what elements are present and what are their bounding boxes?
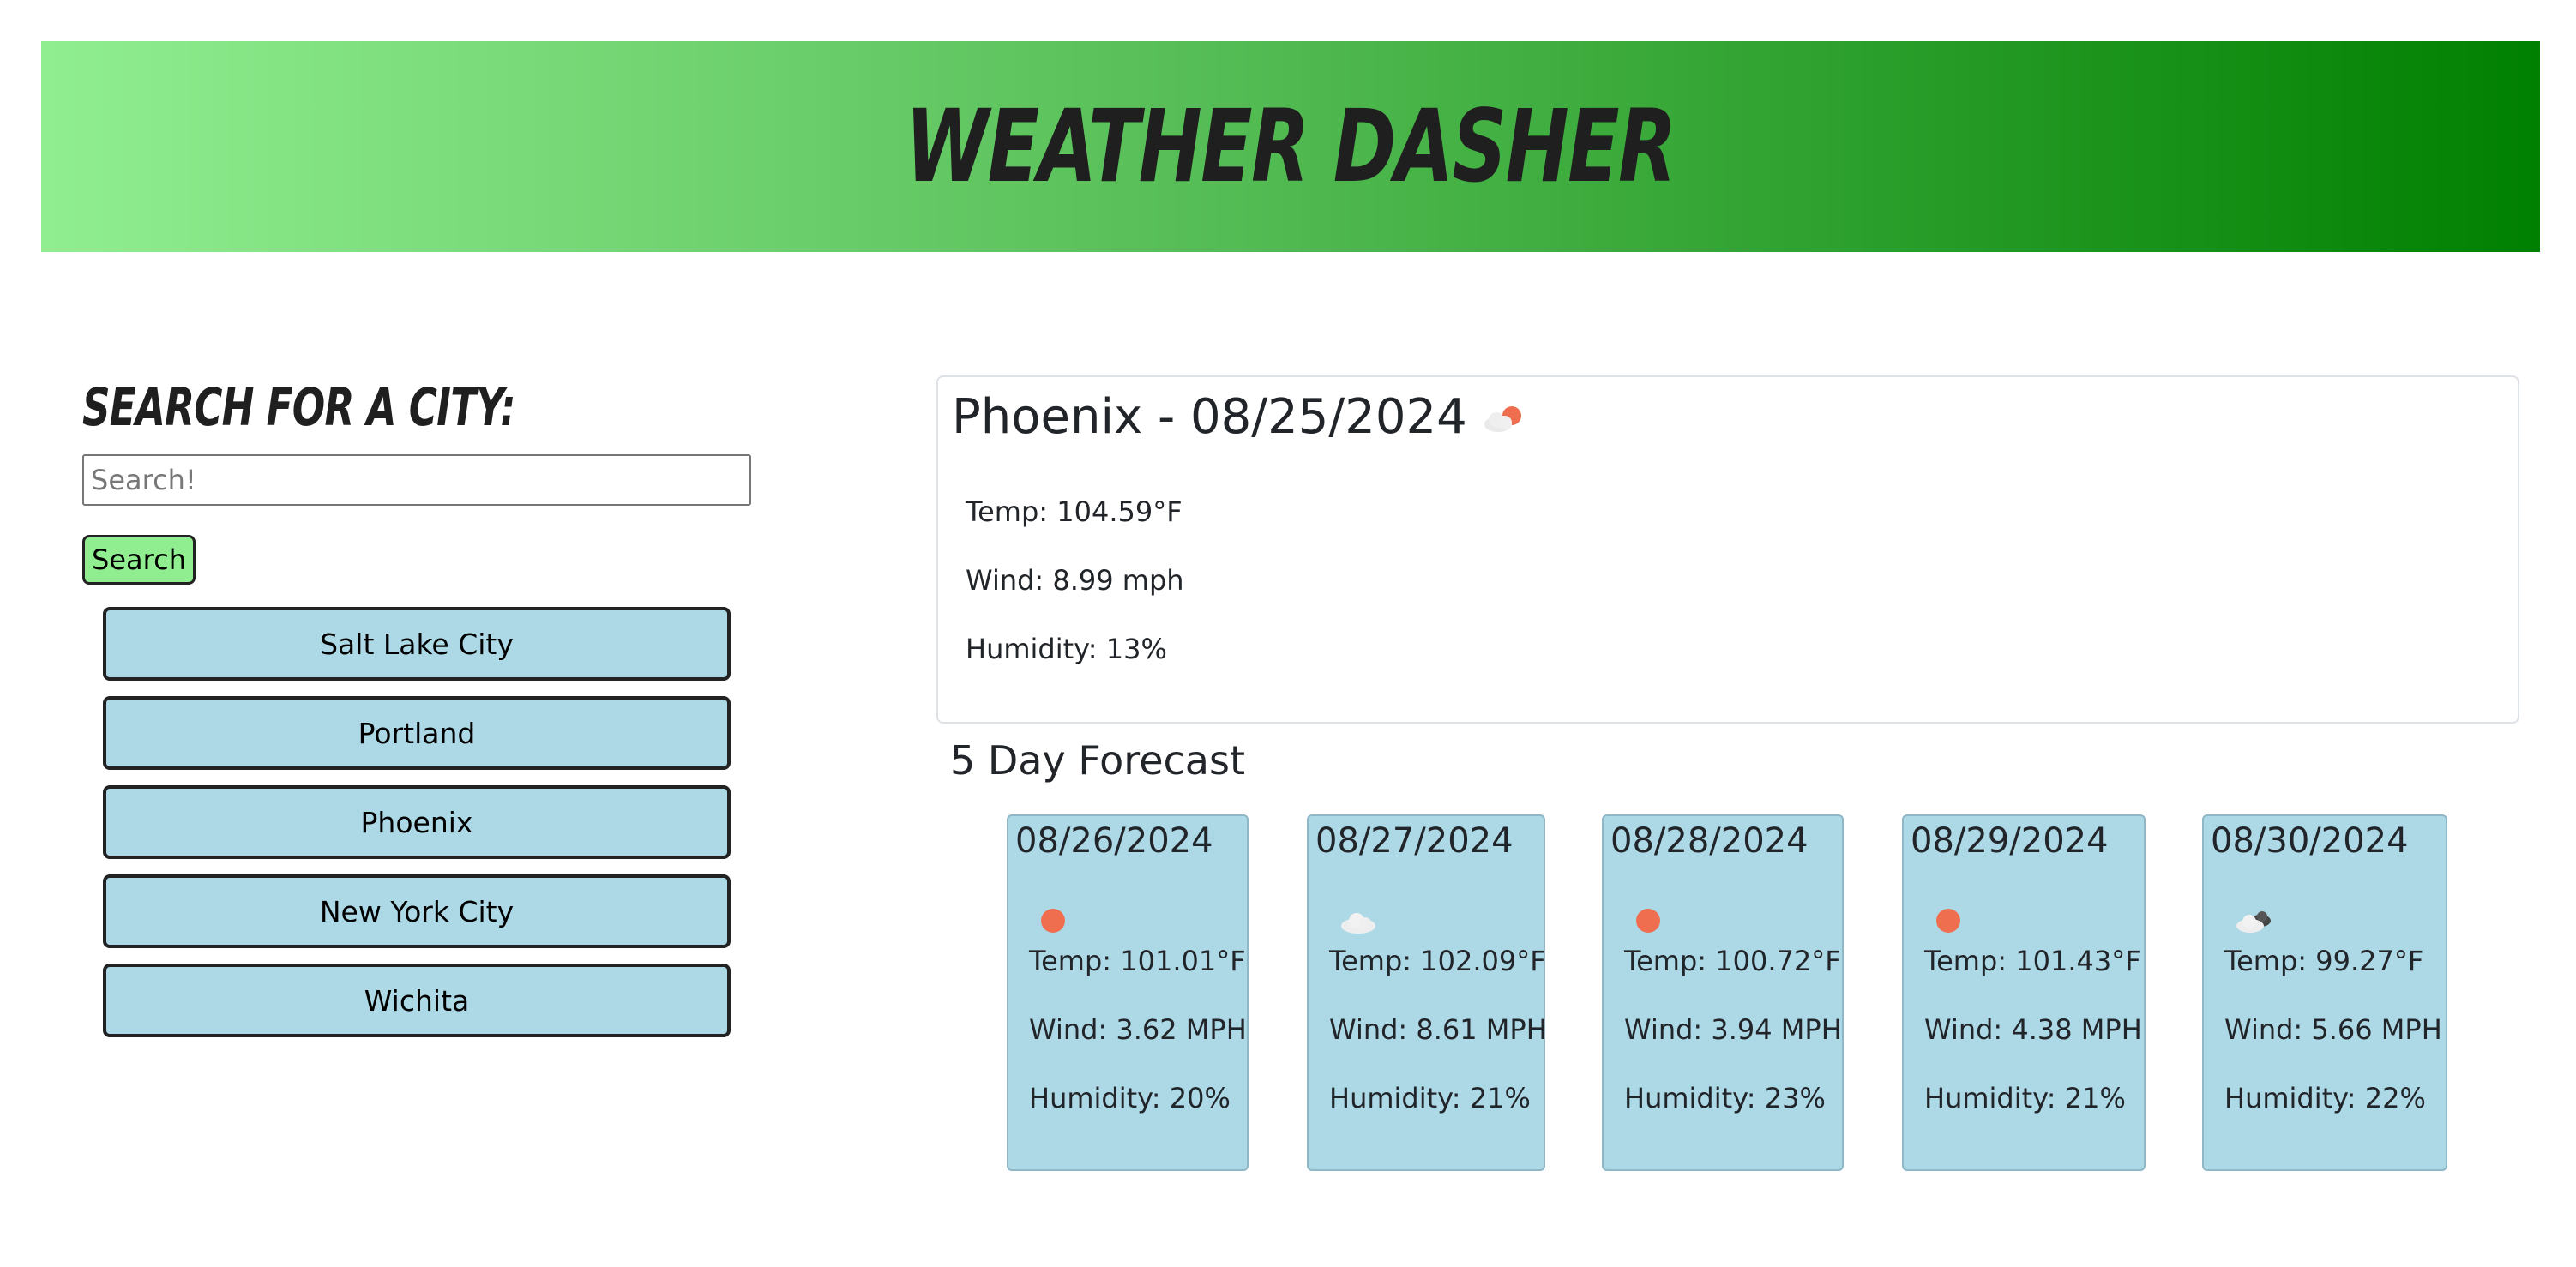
sun-icon: [1039, 905, 1082, 936]
forecast-humidity: Humidity: 21%: [1329, 1082, 1531, 1114]
search-heading: Search for a City:: [82, 376, 515, 438]
search-button[interactable]: Search: [82, 535, 196, 585]
current-weather-title: Phoenix - 08/25/2024: [952, 389, 1531, 445]
forecast-temp: Temp: 100.72°F: [1624, 945, 1841, 977]
forecast-card: 08/30/2024 Temp: 99.27°F Wind: 5.66 MPH …: [2202, 814, 2447, 1171]
app-title: Weather Dasher: [906, 88, 1677, 205]
current-wind: Wind: 8.99 mph: [966, 564, 1184, 597]
app-header: Weather Dasher: [41, 41, 2540, 252]
forecast-humidity: Humidity: 21%: [1924, 1082, 2126, 1114]
forecast-humidity: Humidity: 20%: [1029, 1082, 1231, 1114]
search-history: Salt Lake City Portland Phoenix New York…: [103, 607, 731, 1037]
forecast-temp: Temp: 99.27°F: [2224, 945, 2424, 977]
search-sidebar: Search for a City: Search Salt Lake City…: [82, 376, 751, 1053]
forecast-temp: Temp: 101.43°F: [1924, 945, 2141, 977]
forecast-humidity: Humidity: 22%: [2224, 1082, 2426, 1114]
history-button-salt-lake-city[interactable]: Salt Lake City: [103, 607, 731, 681]
forecast-temp: Temp: 102.09°F: [1329, 945, 1546, 977]
few-clouds-sun-icon: [1479, 396, 1531, 439]
forecast-date: 08/29/2024: [1911, 821, 2109, 861]
forecast-wind: Wind: 5.66 MPH: [2224, 1013, 2442, 1046]
forecast-card: 08/26/2024 Temp: 101.01°F Wind: 3.62 MPH…: [1007, 814, 1249, 1171]
sun-icon: [1634, 905, 1677, 936]
city-search-input[interactable]: [82, 454, 751, 506]
broken-clouds-icon: [2235, 905, 2278, 936]
forecast-wind: Wind: 8.61 MPH: [1329, 1013, 1547, 1046]
current-humidity: Humidity: 13%: [966, 633, 1167, 665]
forecast-date: 08/28/2024: [1610, 821, 1809, 861]
current-city-date: Phoenix - 08/25/2024: [952, 389, 1467, 445]
forecast-temp: Temp: 101.01°F: [1029, 945, 1246, 977]
forecast-card: 08/27/2024 Temp: 102.09°F Wind: 8.61 MPH…: [1307, 814, 1547, 1171]
cloud-icon: [1339, 905, 1382, 936]
history-button-phoenix[interactable]: Phoenix: [103, 785, 731, 859]
sun-icon: [1935, 905, 1977, 936]
forecast-wind: Wind: 4.38 MPH: [1924, 1013, 2142, 1046]
forecast-date: 08/27/2024: [1315, 821, 1514, 861]
current-weather-card: Phoenix - 08/25/2024 Temp: 104.59°F Wind…: [936, 375, 2519, 724]
forecast-date: 08/26/2024: [1015, 821, 1213, 861]
forecast-card: 08/28/2024 Temp: 100.72°F Wind: 3.94 MPH…: [1602, 814, 1844, 1171]
current-temp: Temp: 104.59°F: [966, 495, 1183, 528]
history-button-new-york-city[interactable]: New York City: [103, 874, 731, 948]
history-button-portland[interactable]: Portland: [103, 696, 731, 770]
forecast-heading: 5 Day Forecast: [950, 737, 1245, 784]
forecast-humidity: Humidity: 23%: [1624, 1082, 1826, 1114]
history-button-wichita[interactable]: Wichita: [103, 964, 731, 1037]
forecast-wind: Wind: 3.62 MPH: [1029, 1013, 1247, 1046]
forecast-wind: Wind: 3.94 MPH: [1624, 1013, 1842, 1046]
forecast-card: 08/29/2024 Temp: 101.43°F Wind: 4.38 MPH…: [1902, 814, 2146, 1171]
forecast-date: 08/30/2024: [2211, 821, 2409, 861]
